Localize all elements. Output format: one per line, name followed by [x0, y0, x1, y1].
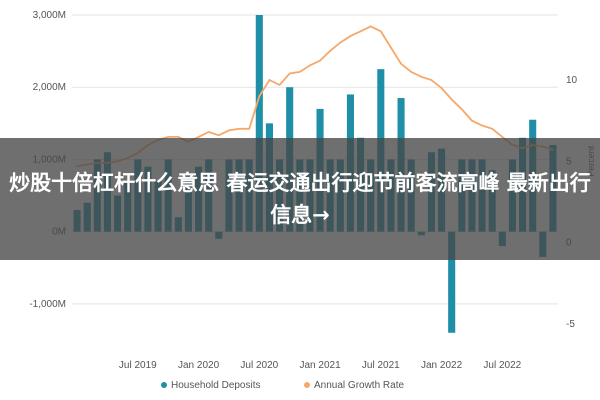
x-tick-label: Jan 2021 — [299, 360, 341, 371]
legend: Household Deposits Annual Growth Rate — [161, 380, 404, 391]
legend-swatch-growth — [304, 382, 310, 388]
y-tick-label: -1,000M — [29, 299, 66, 310]
line-point — [177, 136, 180, 138]
line-point — [207, 131, 210, 133]
x-tick-label: Jan 2022 — [421, 360, 463, 371]
line-point — [288, 72, 291, 75]
line-point — [359, 30, 362, 33]
x-tick-label: Jan 2020 — [178, 360, 220, 371]
line-point — [501, 136, 504, 138]
line-point — [380, 30, 382, 33]
line-point — [319, 59, 321, 62]
bar — [448, 231, 456, 333]
line-point — [369, 25, 372, 28]
bar — [255, 15, 263, 232]
legend-label-growth: Annual Growth Rate — [314, 380, 404, 391]
line-point — [228, 129, 230, 132]
line-point — [410, 71, 412, 73]
line-point — [481, 124, 483, 127]
line-point — [248, 127, 250, 130]
line-point — [278, 84, 281, 86]
line-point — [309, 64, 311, 67]
x-tick-label: Jul 2022 — [483, 360, 521, 371]
overlay-banner[interactable]: 炒股十倍杠杆什么意思 春运交通出行迎节前客流高峰 最新出行信息→ — [0, 138, 600, 260]
line-point — [218, 134, 220, 137]
line-point — [471, 119, 473, 122]
line-point — [400, 62, 402, 65]
line-point — [349, 35, 352, 37]
line-point — [450, 98, 453, 101]
line-point — [420, 75, 423, 78]
line-point — [299, 71, 301, 73]
line-point — [390, 46, 392, 49]
line-point — [461, 108, 463, 111]
x-tick-label: Jul 2020 — [240, 360, 278, 371]
line-point — [268, 79, 271, 81]
legend-swatch-deposits — [161, 382, 167, 388]
line-point — [167, 136, 169, 138]
line-point — [238, 127, 240, 130]
x-tick-label: Jul 2021 — [362, 360, 400, 371]
line-point — [491, 127, 493, 130]
x-axis: Jul 2019 Jan 2020 Jul 2020 Jan 2021 Jul 2021… — [119, 360, 522, 371]
line-point — [339, 41, 342, 44]
y-tick-label: 3,000M — [33, 10, 66, 21]
y2-tick-label: 10 — [566, 75, 578, 86]
y-tick-label: 2,000M — [33, 82, 66, 93]
line-point — [430, 79, 433, 81]
x-tick-label: Jul 2019 — [119, 360, 157, 371]
line-point — [197, 136, 200, 138]
line-point — [329, 49, 331, 52]
y2-tick-label: -5 — [566, 319, 575, 330]
legend-label-deposits: Household Deposits — [171, 380, 261, 391]
banner-text[interactable]: 炒股十倍杠杆什么意思 春运交通出行迎节前客流高峰 最新出行信息→ — [9, 171, 591, 227]
line-point — [440, 87, 443, 89]
line-point — [258, 95, 261, 98]
